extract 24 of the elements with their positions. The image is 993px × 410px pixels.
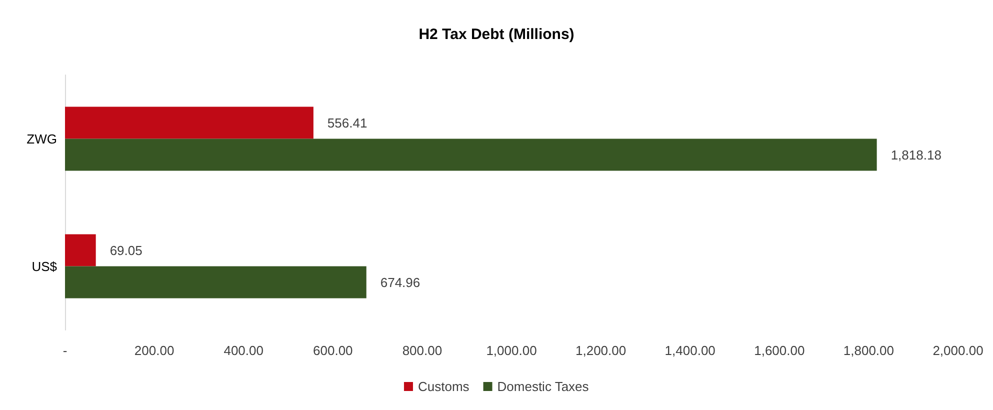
bar bbox=[65, 266, 366, 298]
x-tick-label: 1,800.00 bbox=[843, 343, 894, 358]
x-tick-label: 800.00 bbox=[402, 343, 442, 358]
x-tick-label: 1,400.00 bbox=[664, 343, 716, 358]
data-label: 1,818.18 bbox=[890, 147, 942, 162]
data-label: 674.96 bbox=[380, 274, 420, 290]
x-tick-label: 1,000.00 bbox=[486, 343, 537, 358]
y-tick-label: ZWG bbox=[26, 131, 57, 146]
x-tick-label: 200.00 bbox=[134, 343, 174, 358]
chart-title: H2 Tax Debt (Millions) bbox=[418, 26, 574, 43]
legend-label: Domestic Taxes bbox=[497, 379, 590, 394]
x-tick-label: 1,600.00 bbox=[754, 343, 805, 358]
x-tick-label: 600.00 bbox=[313, 343, 353, 358]
y-tick-label: US$ bbox=[32, 258, 58, 274]
legend-label: Customs bbox=[418, 379, 470, 394]
data-label: 69.05 bbox=[110, 242, 142, 258]
x-tick-label: 1,200.00 bbox=[575, 343, 626, 358]
x-tick-label: 2,000.00 bbox=[932, 343, 984, 358]
x-tick-label: - bbox=[62, 343, 68, 358]
bar bbox=[65, 234, 96, 266]
bar bbox=[65, 106, 314, 139]
data-label: 556.41 bbox=[327, 115, 368, 130]
bar bbox=[65, 138, 877, 171]
x-tick-label: 400.00 bbox=[224, 343, 264, 358]
